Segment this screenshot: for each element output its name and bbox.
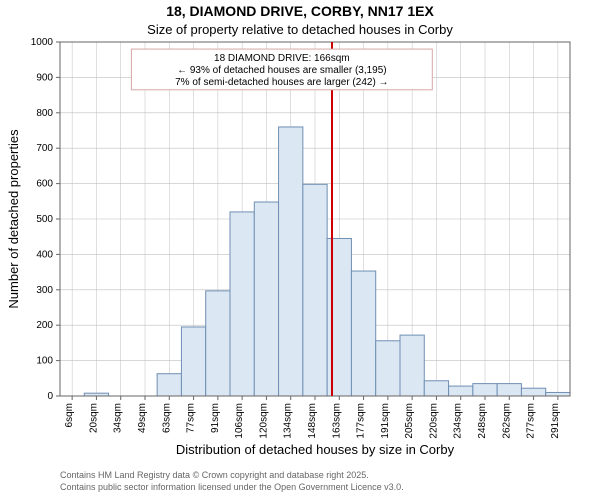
y-tick-label: 1000 (31, 37, 54, 48)
y-axis-label: Number of detached properties (6, 129, 21, 309)
x-axis-label: Distribution of detached houses by size … (176, 442, 455, 457)
histogram-bar (181, 327, 205, 396)
property-size-chart: 18, DIAMOND DRIVE, CORBY, NN17 1EX Size o… (0, 0, 600, 500)
x-tick-label: 20sqm (88, 403, 99, 433)
annotation-line3: 7% of semi-detached houses are larger (2… (175, 77, 388, 88)
y-tick-label: 500 (36, 214, 53, 225)
histogram-bar (497, 384, 521, 396)
x-tick-label: 277sqm (526, 403, 537, 439)
x-tick-label: 134sqm (283, 403, 294, 439)
x-tick-label: 6sqm (64, 403, 75, 427)
x-tick-label: 77sqm (186, 403, 197, 433)
y-tick-label: 700 (36, 143, 53, 154)
chart-title: 18, DIAMOND DRIVE, CORBY, NN17 1EX (166, 3, 434, 19)
x-tick-label: 191sqm (380, 403, 391, 439)
x-tick-label: 205sqm (404, 403, 415, 439)
y-tick-label: 400 (36, 249, 53, 260)
x-tick-label: 49sqm (137, 403, 148, 433)
footer-line1: Contains HM Land Registry data © Crown c… (60, 470, 369, 480)
x-tick-label: 262sqm (501, 403, 512, 439)
y-tick-label: 300 (36, 285, 53, 296)
chart-subtitle: Size of property relative to detached ho… (147, 22, 453, 37)
histogram-bar (473, 384, 497, 396)
annotation-line1: 18 DIAMOND DRIVE: 166sqm (214, 53, 350, 64)
histogram-bar (376, 341, 400, 396)
x-tick-label: 220sqm (428, 403, 439, 439)
x-tick-label: 106sqm (234, 403, 245, 439)
x-tick-label: 148sqm (307, 403, 318, 439)
histogram-bar (351, 271, 375, 396)
histogram-bar (279, 127, 303, 396)
y-tick-label: 0 (47, 391, 53, 402)
histogram-bar (157, 374, 181, 396)
histogram-bar (400, 335, 424, 396)
histogram-bar (449, 386, 473, 396)
histogram-bar (303, 184, 327, 396)
y-tick-label: 800 (36, 108, 53, 119)
histogram-bar (254, 202, 278, 396)
annotation-line2: ← 93% of detached houses are smaller (3,… (177, 65, 387, 76)
x-tick-label: 291sqm (550, 403, 561, 439)
x-tick-label: 34sqm (113, 403, 124, 433)
histogram-bar (327, 238, 351, 396)
x-tick-label: 163sqm (331, 403, 342, 439)
y-tick-label: 900 (36, 72, 53, 83)
x-tick-label: 177sqm (356, 403, 367, 439)
histogram-bar (546, 392, 570, 396)
histogram-bar (230, 212, 254, 396)
histogram-bar (424, 381, 448, 396)
footer-line2: Contains public sector information licen… (60, 482, 404, 492)
x-tick-label: 63sqm (161, 403, 172, 433)
y-tick-label: 200 (36, 320, 53, 331)
histogram-bar (206, 291, 230, 396)
x-tick-label: 91sqm (210, 403, 221, 433)
y-tick-label: 600 (36, 179, 53, 190)
chart-svg: 18, DIAMOND DRIVE, CORBY, NN17 1EX Size o… (0, 0, 600, 500)
x-tick-label: 120sqm (258, 403, 269, 439)
y-tick-label: 100 (36, 356, 53, 367)
histogram-bar (521, 388, 545, 396)
x-tick-label: 248sqm (477, 403, 488, 439)
x-tick-label: 234sqm (453, 403, 464, 439)
